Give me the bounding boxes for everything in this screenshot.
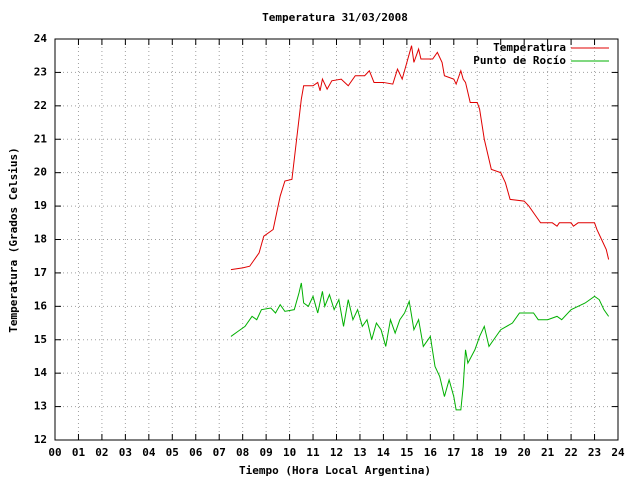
x-tick-label: 01 — [72, 446, 86, 459]
y-tick-label: 19 — [34, 199, 47, 212]
x-tick-label: 05 — [166, 446, 179, 459]
x-tick-label: 13 — [353, 446, 366, 459]
y-tick-label: 15 — [34, 333, 47, 346]
y-tick-label: 16 — [34, 299, 48, 312]
x-tick-label: 02 — [95, 446, 108, 459]
y-tick-label: 24 — [34, 32, 48, 45]
x-tick-label: 09 — [260, 446, 273, 459]
legend-label: Punto de Rocío — [473, 54, 566, 67]
legend-label: Temperatura — [493, 41, 566, 54]
y-tick-label: 22 — [34, 99, 47, 112]
x-tick-label: 11 — [306, 446, 320, 459]
y-tick-label: 21 — [34, 132, 48, 145]
y-tick-label: 13 — [34, 400, 47, 413]
series-line — [230, 45, 610, 271]
x-tick-label: 23 — [588, 446, 601, 459]
x-tick-label: 19 — [494, 446, 507, 459]
x-tick-label: 24 — [611, 446, 625, 459]
y-tick-label: 23 — [34, 65, 47, 78]
x-tick-label: 06 — [189, 446, 203, 459]
y-tick-label: 20 — [34, 166, 47, 179]
x-tick-label: 08 — [236, 446, 249, 459]
chart-title: Temperatura 31/03/2008 — [262, 11, 408, 24]
x-tick-label: 10 — [283, 446, 296, 459]
x-tick-label: 21 — [541, 446, 555, 459]
x-tick-label: 07 — [213, 446, 226, 459]
x-tick-label: 20 — [518, 446, 531, 459]
y-axis-label: Temperatura (Grados Celsius) — [7, 147, 20, 332]
x-tick-label: 04 — [142, 446, 156, 459]
y-tick-label: 18 — [34, 233, 47, 246]
x-tick-label: 12 — [330, 446, 343, 459]
x-tick-label: 22 — [564, 446, 577, 459]
y-tick-label: 12 — [34, 433, 47, 446]
x-tick-label: 15 — [400, 446, 413, 459]
x-axis-label: Tiempo (Hora Local Argentina) — [239, 464, 431, 477]
y-tick-label: 14 — [34, 366, 48, 379]
x-tick-label: 16 — [424, 446, 438, 459]
x-tick-label: 18 — [471, 446, 484, 459]
plot-frame — [54, 38, 619, 441]
x-tick-label: 00 — [48, 446, 61, 459]
y-tick-label: 17 — [34, 266, 47, 279]
series-line — [230, 282, 610, 411]
x-tick-label: 17 — [447, 446, 460, 459]
x-tick-label: 03 — [119, 446, 132, 459]
x-tick-label: 14 — [377, 446, 391, 459]
